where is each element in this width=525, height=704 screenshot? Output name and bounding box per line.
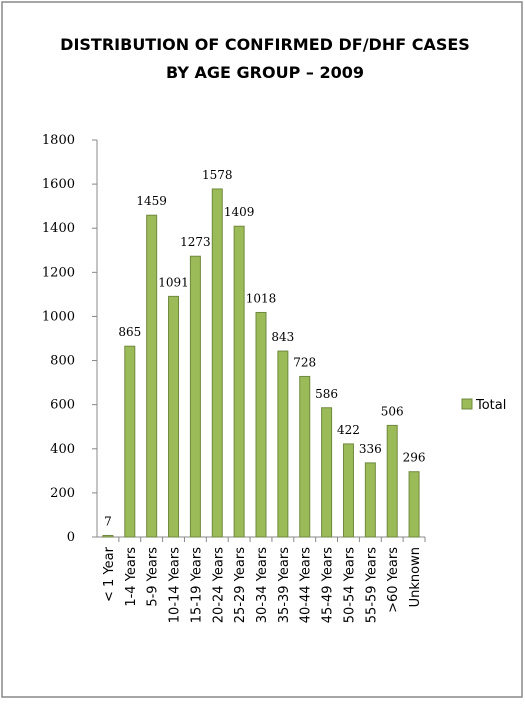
bar bbox=[102, 534, 114, 538]
data-label: 586 bbox=[315, 387, 338, 401]
x-tick-label: 1-4 Years bbox=[124, 547, 139, 607]
bar bbox=[146, 214, 158, 538]
x-tick-label: 30-34 Years bbox=[255, 547, 270, 623]
x-tick-label: 50-54 Years bbox=[342, 547, 357, 623]
y-tick-label: 1800 bbox=[42, 133, 75, 148]
y-tick-label: 600 bbox=[50, 398, 75, 413]
data-label: 865 bbox=[118, 325, 141, 339]
bar bbox=[321, 407, 333, 538]
y-tick-label: 200 bbox=[50, 486, 75, 501]
y-tick-label: 1200 bbox=[42, 265, 75, 280]
x-tick-label: 55-59 Years bbox=[364, 547, 379, 623]
data-label: 336 bbox=[359, 442, 382, 456]
x-tick-label: 10-14 Years bbox=[168, 547, 183, 623]
x-tick-label: 35-39 Years bbox=[277, 547, 292, 623]
bar bbox=[364, 462, 376, 538]
data-label: 7 bbox=[104, 514, 112, 528]
y-tick-label: 0 bbox=[67, 530, 75, 545]
bar bbox=[168, 295, 180, 538]
x-tick-label: < 1 Year bbox=[102, 546, 117, 602]
bar bbox=[408, 471, 420, 538]
y-tick-label: 1000 bbox=[42, 309, 75, 324]
x-tick-label: 5-9 Years bbox=[146, 547, 161, 607]
data-label: 422 bbox=[337, 423, 360, 437]
bar bbox=[386, 424, 398, 538]
data-label: 1018 bbox=[246, 291, 277, 305]
data-label: 1091 bbox=[158, 275, 189, 289]
bar bbox=[189, 255, 201, 538]
legend-swatch bbox=[461, 398, 473, 410]
bar bbox=[277, 350, 289, 538]
bar bbox=[255, 311, 267, 538]
x-tick-label: >60 Years bbox=[386, 547, 401, 613]
data-label: 506 bbox=[381, 404, 404, 418]
data-label: 296 bbox=[403, 451, 426, 465]
x-tick-label: 15-19 Years bbox=[189, 547, 204, 623]
data-label: 1459 bbox=[136, 194, 167, 208]
bar bbox=[342, 443, 354, 538]
chart-title: DISTRIBUTION OF CONFIRMED DF/DHF CASES bbox=[60, 35, 470, 54]
data-label: 1273 bbox=[180, 235, 211, 249]
data-label: 728 bbox=[293, 355, 316, 369]
data-label: 843 bbox=[271, 330, 294, 344]
bar bbox=[299, 375, 311, 538]
bar bbox=[211, 188, 223, 538]
legend-label: Total bbox=[475, 398, 506, 413]
x-tick-label: 45-49 Years bbox=[321, 547, 336, 623]
chart-title: BY AGE GROUP – 2009 bbox=[166, 63, 364, 82]
y-tick-label: 1600 bbox=[42, 177, 75, 192]
y-tick-label: 1400 bbox=[42, 221, 75, 236]
bar bbox=[124, 345, 136, 538]
bar bbox=[233, 225, 245, 538]
y-tick-label: 800 bbox=[50, 354, 75, 369]
y-tick-label: 400 bbox=[50, 442, 75, 457]
data-label: 1578 bbox=[202, 168, 233, 182]
x-tick-label: Unknown bbox=[408, 547, 423, 607]
x-tick-label: 20-24 Years bbox=[211, 547, 226, 623]
x-tick-label: 40-44 Years bbox=[299, 547, 314, 623]
data-label: 1409 bbox=[224, 205, 255, 219]
x-tick-label: 25-29 Years bbox=[233, 547, 248, 623]
